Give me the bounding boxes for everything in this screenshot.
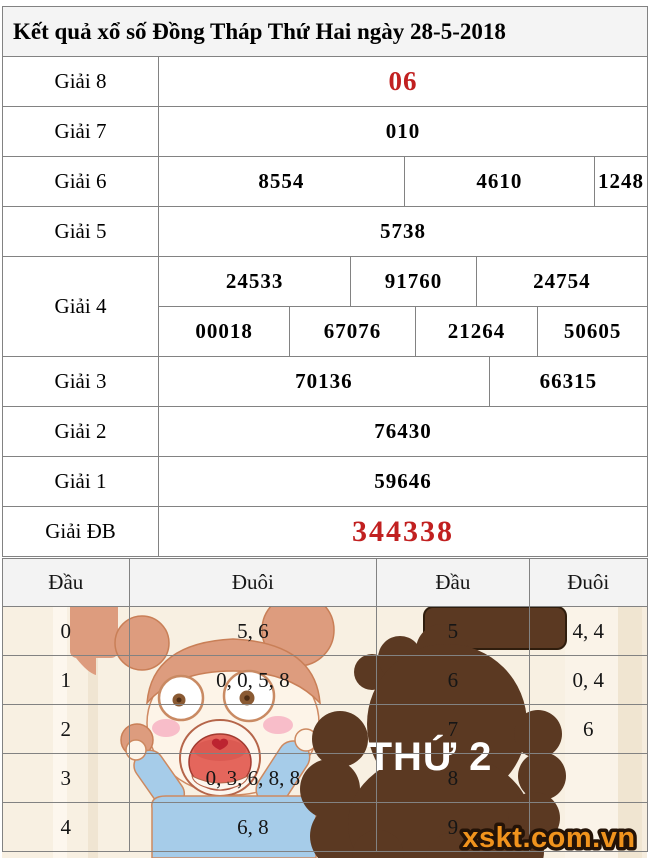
prize-label: Giải 3	[3, 357, 159, 406]
watermark-text: xskt.com.vn	[462, 822, 635, 854]
table-row: 4 6, 8 9	[3, 803, 647, 851]
prize-label: Giải 4	[3, 257, 159, 356]
prize-g4-cells: 24533 91760 24754 00018 67076 21264 5060…	[159, 257, 647, 356]
watermark: xskt.com.vn	[459, 819, 639, 858]
column-header: Đuôi	[528, 559, 647, 606]
prize-value: 5738	[380, 219, 426, 243]
page-title: Kết quả xổ số Đồng Tháp Thứ Hai ngày 28-…	[3, 7, 647, 57]
head-tail-header: Đầu Đuôi Đầu Đuôi	[3, 559, 647, 607]
column-header: Đầu	[376, 559, 528, 606]
dau-cell: 0	[60, 618, 72, 643]
duoi-cell	[128, 705, 377, 753]
prize-value: 76430	[374, 419, 432, 443]
dau-cell: 7	[376, 705, 528, 753]
prize-row-g1: Giải 1 59646	[3, 457, 647, 507]
prize-row-g4: Giải 4 24533 91760 24754 00018 67076 212…	[3, 257, 647, 357]
duoi-cell: 6	[528, 705, 647, 753]
duoi-cell	[528, 803, 647, 851]
table-row: 1 0, 0, 5, 8 6 0, 4	[3, 656, 647, 705]
prize-value: 67076	[289, 307, 414, 356]
prize-g4-subrow-1: 24533 91760 24754	[159, 257, 647, 307]
prize-table: Kết quả xổ số Đồng Tháp Thứ Hai ngày 28-…	[2, 6, 648, 557]
head-tail-section: THỨ 2 Đầu Đuôi Đầu Đuôi 0 5, 6 5 4, 4 1 …	[0, 558, 650, 858]
dau-cell: 1	[60, 667, 72, 692]
prize-label: Giải 8	[3, 57, 159, 106]
head-tail-table: Đầu Đuôi Đầu Đuôi 0 5, 6 5 4, 4 1 0, 0, …	[2, 558, 648, 852]
prize-value: 50605	[537, 307, 647, 356]
duoi-cell: 0, 3, 6, 8, 8	[128, 754, 377, 802]
prize-value: 4610	[403, 157, 594, 206]
prize-row-g5: Giải 5 5738	[3, 207, 647, 257]
prize-value: 06	[388, 66, 418, 96]
dau-cell: 2	[60, 716, 72, 741]
prize-value: 91760	[350, 257, 475, 306]
prize-row-gdb: Giải ĐB 344338	[3, 507, 647, 556]
prize-row-g3: Giải 3 70136 66315	[3, 357, 647, 407]
prize-label: Giải 5	[3, 207, 159, 256]
prize-row-g6: Giải 6 8554 4610 1248	[3, 157, 647, 207]
weekday-badge: THỨ 2	[368, 733, 493, 779]
duoi-cell: 6, 8	[128, 803, 377, 851]
column-header: Đầu	[48, 570, 84, 594]
prize-label: Giải ĐB	[3, 507, 159, 556]
dau-cell: 6	[376, 656, 528, 704]
prize-value: 00018	[195, 319, 253, 343]
prize-value: 344338	[352, 514, 454, 548]
duoi-cell: 5, 6	[128, 607, 377, 655]
prize-label: Giải 1	[3, 457, 159, 506]
cartoon-illustration: THỨ 2	[2, 604, 647, 858]
dau-cell: 3	[60, 765, 72, 790]
prize-value: 21264	[414, 307, 538, 356]
prize-g4-subrow-2: 00018 67076 21264 50605	[159, 307, 647, 356]
table-row: 0 5, 6 5 4, 4	[3, 607, 647, 656]
cartoon-girl	[70, 604, 335, 858]
prize-value: 8554	[258, 169, 305, 193]
prize-row-g8: Giải 8 06	[3, 57, 647, 107]
prize-value: 010	[385, 119, 421, 143]
duoi-cell: 0, 4	[528, 656, 647, 704]
prize-value: 24533	[225, 269, 284, 293]
duoi-cell	[528, 754, 647, 802]
dau-cell: 5	[376, 607, 528, 655]
prize-value: 24754	[475, 257, 647, 306]
prize-value: 70136	[295, 369, 353, 393]
prize-row-g7: Giải 7 010	[3, 107, 647, 157]
duoi-cell: 4, 4	[528, 607, 647, 655]
duoi-cell: 0, 0, 5, 8	[128, 656, 377, 704]
table-row: 3 0, 3, 6, 8, 8 8	[3, 754, 647, 803]
prize-label: Giải 2	[3, 407, 159, 456]
dau-cell: 9	[376, 803, 528, 851]
prize-value: 59646	[374, 469, 432, 493]
dau-cell: 4	[60, 814, 72, 839]
prize-label: Giải 7	[3, 107, 159, 156]
prize-label: Giải 6	[3, 157, 159, 206]
prize-row-g2: Giải 2 76430	[3, 407, 647, 457]
column-header: Đuôi	[128, 559, 377, 606]
prize-value: 1248	[594, 157, 647, 206]
table-row: 2 7 6	[3, 705, 647, 754]
prize-value: 66315	[488, 357, 647, 406]
dau-cell: 8	[376, 754, 528, 802]
